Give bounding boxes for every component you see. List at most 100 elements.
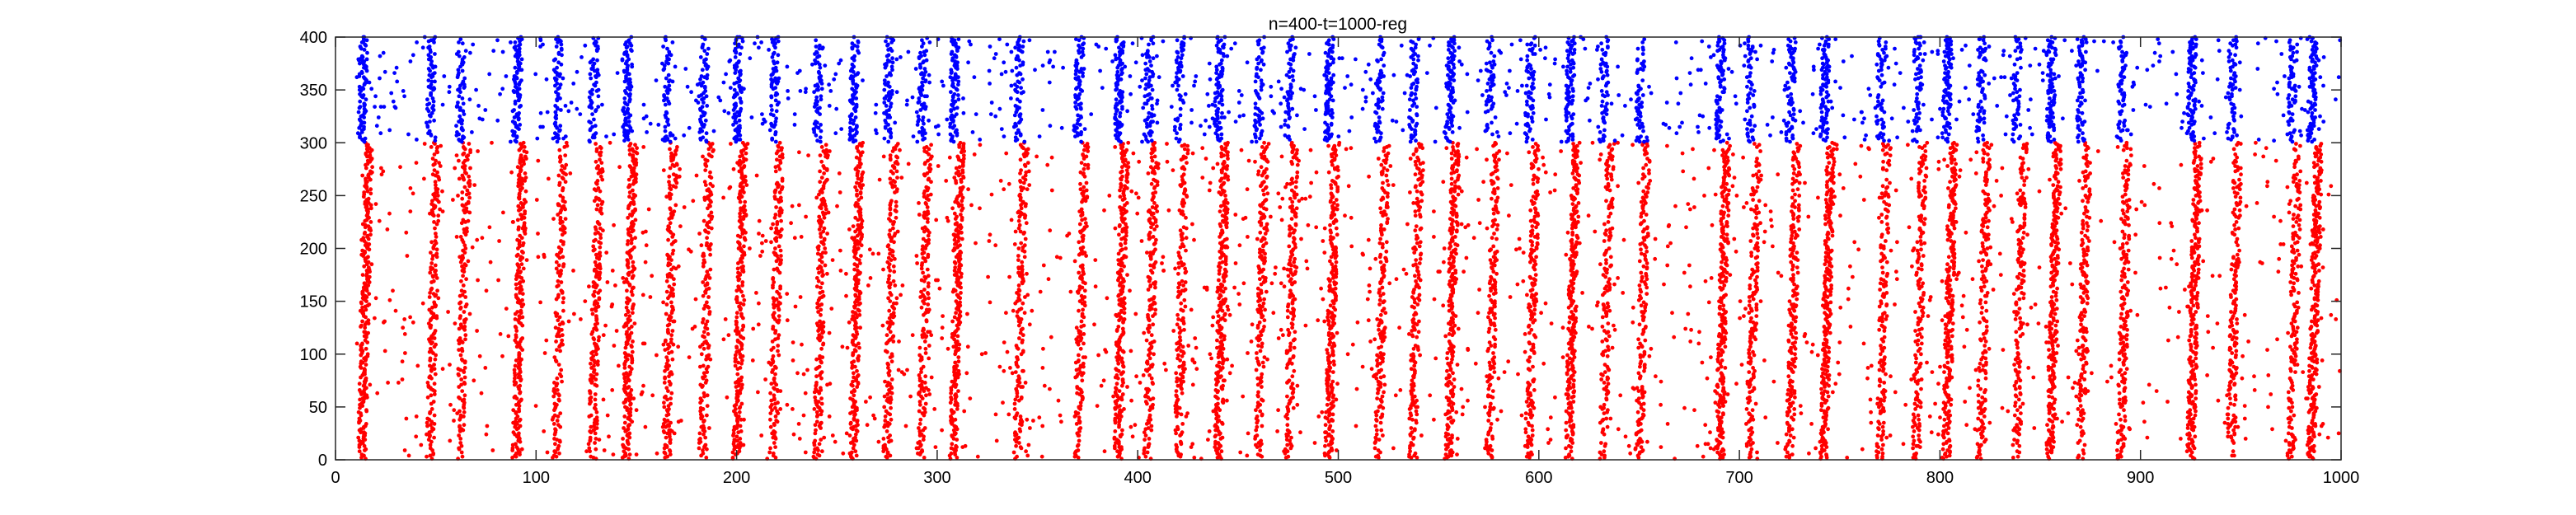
spike-point <box>2233 382 2237 386</box>
spike-point <box>2017 444 2021 448</box>
spike-point <box>558 316 562 320</box>
spike-point <box>2047 428 2051 433</box>
spike-point <box>800 343 804 347</box>
spike-point <box>2189 343 2193 347</box>
spike-point <box>1372 337 1377 341</box>
spike-point <box>1285 349 1289 353</box>
spike-point <box>738 410 742 414</box>
spike-point <box>1884 372 1888 377</box>
spike-point <box>2079 322 2083 326</box>
spike-point <box>1015 344 1019 348</box>
spike-point <box>1745 407 1749 411</box>
spike-point <box>950 447 954 451</box>
spike-point <box>1194 346 1199 350</box>
spike-point <box>1740 363 1744 367</box>
spike-point <box>2114 422 2119 426</box>
spike-point <box>2119 424 2123 428</box>
spike-point <box>2291 405 2295 410</box>
spike-point <box>519 398 523 402</box>
spike-point <box>1546 427 1550 431</box>
spike-point <box>360 452 364 456</box>
spike-point <box>1752 386 1756 390</box>
spike-point <box>1466 399 1470 403</box>
spike-point <box>1012 451 1016 455</box>
spike-point <box>918 400 922 404</box>
spike-point <box>2312 444 2316 448</box>
spike-point <box>1131 434 1135 438</box>
spike-point <box>2085 347 2089 351</box>
spike-point <box>2289 355 2293 359</box>
spike-point <box>1192 456 1196 460</box>
spike-point <box>627 365 631 369</box>
spike-point <box>946 347 950 351</box>
spike-point <box>419 443 423 447</box>
spike-point <box>517 351 521 355</box>
spike-point <box>1024 449 1028 453</box>
spike-point <box>1078 426 1082 430</box>
spike-point <box>891 335 895 339</box>
spike-point <box>2287 391 2291 395</box>
spike-point <box>1701 455 1706 459</box>
spike-point <box>1528 408 1532 412</box>
spike-point <box>1488 361 1492 365</box>
spike-point <box>589 455 593 459</box>
spike-point <box>2067 411 2071 415</box>
spike-point <box>2243 404 2247 408</box>
spike-point <box>866 423 870 427</box>
spike-point <box>512 430 516 434</box>
spike-point <box>1122 407 1126 411</box>
spike-point <box>1002 369 1006 373</box>
spike-point <box>367 318 371 322</box>
spike-point <box>1831 391 1835 395</box>
spike-point <box>927 344 931 348</box>
spike-point <box>433 382 437 386</box>
spike-point <box>1381 395 1385 399</box>
spike-point <box>1823 337 1828 341</box>
spike-point <box>847 321 852 325</box>
spike-point <box>1789 433 1793 438</box>
spike-point <box>1919 362 1923 366</box>
spike-point <box>725 396 730 400</box>
spike-point <box>699 406 703 410</box>
spike-point <box>623 351 627 355</box>
spike-point <box>2176 335 2180 339</box>
spike-point <box>360 342 364 346</box>
spike-point <box>1491 389 1495 393</box>
spike-point <box>833 440 838 444</box>
spike-point <box>1175 389 1179 393</box>
spike-point <box>655 452 659 456</box>
spike-point <box>2231 414 2236 418</box>
spike-point <box>1383 325 1387 330</box>
spike-point <box>1876 426 1880 430</box>
spike-point <box>1755 451 1759 455</box>
spike-point <box>698 437 702 441</box>
spike-point <box>1964 423 1968 427</box>
spike-point <box>1602 403 1607 407</box>
spike-point <box>1182 328 1186 332</box>
spike-point <box>956 355 960 359</box>
spike-point <box>1407 332 1411 336</box>
spike-point <box>1263 355 1267 359</box>
spike-point <box>1452 385 1457 389</box>
spike-point <box>448 439 452 443</box>
spike-point <box>2125 333 2129 337</box>
spike-point <box>1486 316 1490 320</box>
spike-point <box>1151 322 1155 326</box>
spike-point <box>1121 377 1125 382</box>
spike-point <box>2054 329 2058 333</box>
spike-point <box>1696 444 1700 448</box>
spike-point <box>2123 371 2128 375</box>
spike-point <box>480 391 484 396</box>
spike-point <box>1925 361 1929 365</box>
spike-point <box>1883 355 1887 359</box>
spike-point <box>1238 451 1242 455</box>
spike-point <box>2228 396 2232 400</box>
spike-point <box>1749 426 1753 430</box>
spike-point <box>403 351 407 355</box>
spike-point <box>2122 408 2126 412</box>
spike-point <box>1566 327 1570 331</box>
spike-point <box>1877 328 1881 332</box>
spike-point <box>770 403 774 407</box>
spike-point <box>1443 335 1448 339</box>
